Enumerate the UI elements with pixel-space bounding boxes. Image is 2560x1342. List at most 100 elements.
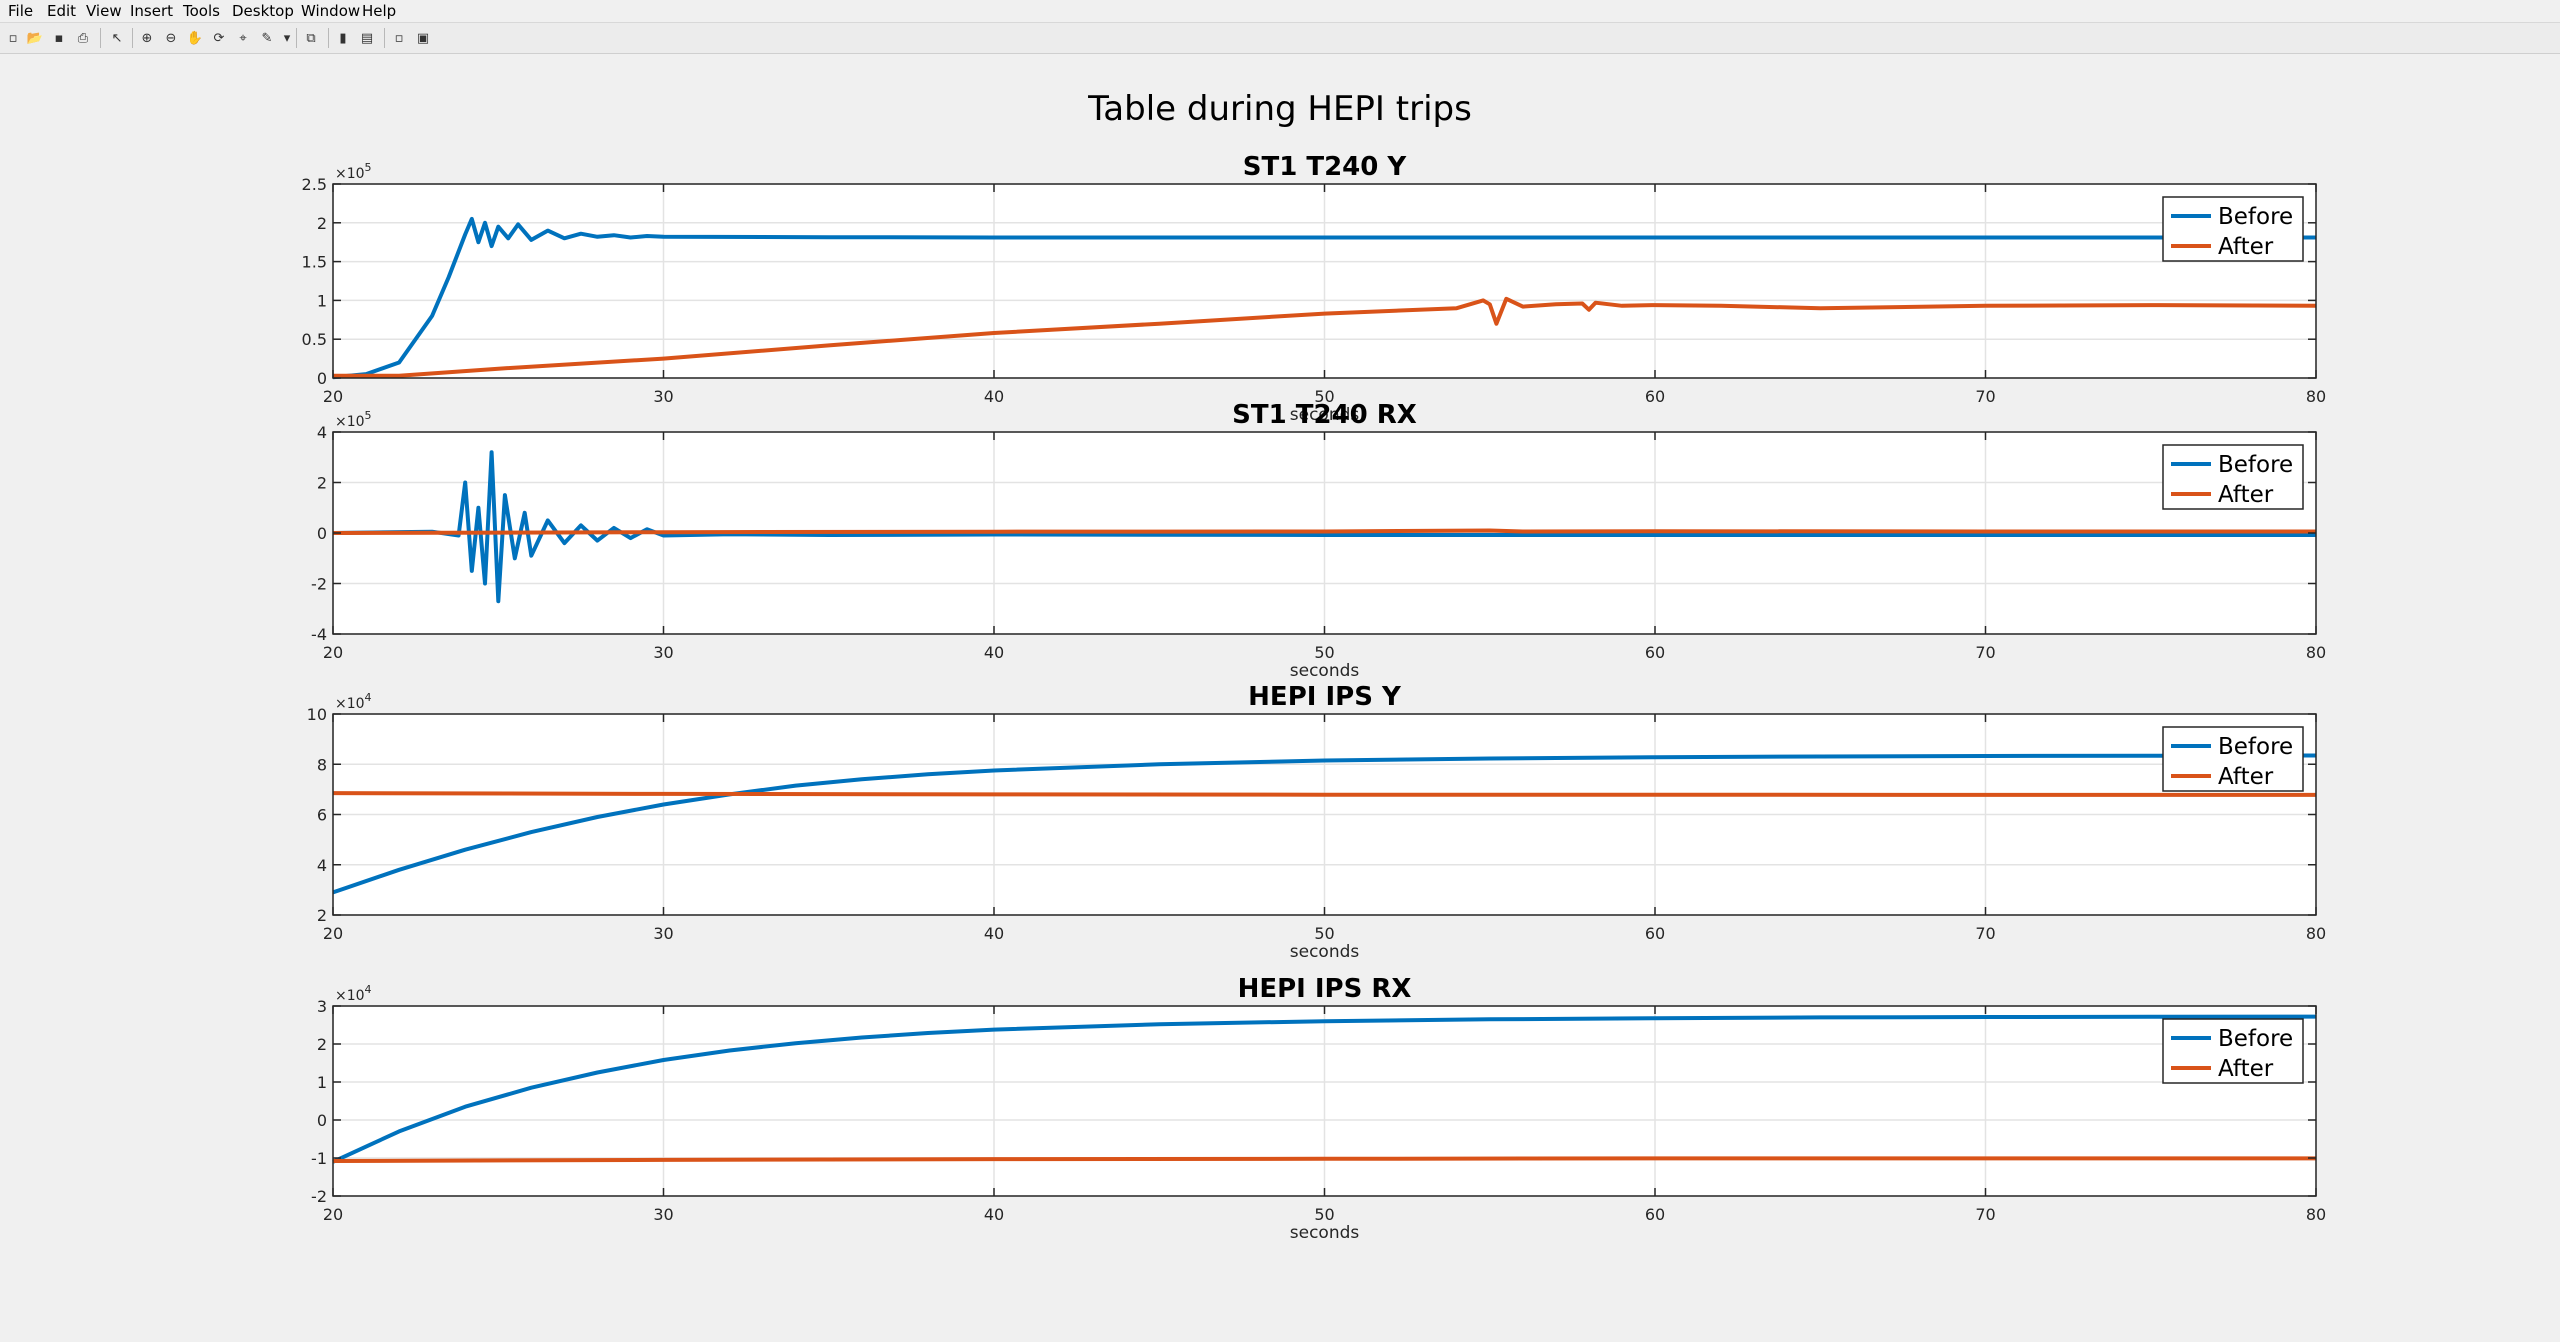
figure-canvas: Table during HEPI trips 20 30 40 50 60 70 80 0 0.… (0, 54, 2560, 1338)
series-line-before (332, 1014, 2317, 1164)
series-line-after (332, 791, 2316, 797)
series-line-after (333, 296, 2317, 378)
y-tick-label: 2.5 (302, 175, 327, 194)
legend-box (2162, 444, 2304, 510)
legend: Before After (2162, 196, 2304, 262)
series-line-after (332, 1156, 2316, 1163)
brush-icon[interactable]: ✎ (261, 30, 273, 46)
x-tick-label: 50 (1314, 643, 1334, 662)
y-exponent-label: ×104 (335, 983, 372, 1004)
x-tick-label: 50 (1314, 1205, 1334, 1224)
legend-label-after: After (2218, 764, 2274, 790)
y-tick-label: 1 (317, 1073, 327, 1092)
menu-tools[interactable]: Tools (183, 2, 220, 20)
y-tick-label: 1 (317, 291, 327, 310)
x-tick-label: 80 (2306, 643, 2326, 662)
menu-desktop[interactable]: Desktop (232, 2, 294, 20)
edit-plot-icon[interactable]: ↖ (111, 30, 123, 46)
legend-label-after: After (2218, 234, 2274, 260)
toolbar-separator (132, 28, 133, 48)
x-tick-label: 70 (1975, 1205, 1995, 1224)
y-tick-label: -2 (311, 1187, 327, 1206)
save-icon[interactable]: ▪ (54, 30, 64, 46)
hide-plot-tools-icon[interactable]: ▫ (394, 30, 404, 46)
y-tick-label: 0 (317, 369, 327, 388)
toolbar-separator (100, 28, 101, 48)
legend-label-after: After (2218, 482, 2274, 508)
y-exponent-value: 5 (365, 409, 372, 422)
y-exponent-value: 4 (365, 691, 372, 704)
menu-edit[interactable]: Edit (47, 2, 77, 20)
pan-icon[interactable]: ✋ (186, 30, 204, 46)
open-file-icon[interactable]: 📂 (26, 30, 44, 46)
legend-icon[interactable]: ▤ (360, 30, 374, 46)
x-axis-label: seconds (1290, 942, 1360, 962)
y-tick-label: 2 (317, 214, 327, 233)
x-tick-label: 40 (984, 643, 1004, 662)
show-plot-tools-icon[interactable]: ▣ (416, 30, 430, 46)
legend-box (2162, 726, 2304, 792)
subplot-title: HEPI IPS RX (1238, 974, 1412, 1004)
y-tick-label: 3 (317, 997, 327, 1016)
toolbar-separator (296, 28, 297, 48)
y-tick-label: 4 (317, 856, 327, 875)
x-tick-label: 30 (653, 1205, 673, 1224)
legend-label-before: Before (2218, 452, 2293, 478)
new-figure-icon[interactable]: ▫ (8, 30, 18, 46)
y-tick-label: 4 (317, 423, 327, 442)
link-plot-icon[interactable]: ⧉ (306, 30, 316, 46)
legend-label-before: Before (2218, 734, 2293, 760)
y-tick-label: -4 (311, 625, 327, 644)
x-tick-label: 40 (984, 1205, 1004, 1224)
subplot-title: ST1 T240 RX (1232, 400, 1417, 430)
x-axis-label: seconds (1290, 661, 1360, 681)
x-tick-label: 70 (1975, 924, 1995, 943)
brush-dropdown-icon[interactable]: ▾ (283, 30, 291, 46)
legend: Before After (2162, 444, 2304, 510)
subplot-title: HEPI IPS Y (1248, 682, 1402, 712)
colorbar-icon[interactable]: ▮ (339, 30, 347, 46)
x-tick-label: 30 (653, 387, 673, 406)
series-line-before (332, 216, 2316, 380)
y-tick-label: 6 (317, 806, 327, 825)
zoom-out-icon[interactable]: ⊖ (165, 30, 177, 46)
legend-box (2162, 1018, 2304, 1084)
x-tick-label: 20 (323, 924, 343, 943)
x-tick-label: 40 (984, 387, 1004, 406)
subplot-4: 20 30 40 50 60 70 80 -2 -1 0 1 2 3 ×104 HEPI IPS RX sec… (311, 974, 2326, 1243)
x-tick-label: 50 (1314, 387, 1334, 406)
y-exponent-label: ×105 (335, 409, 372, 430)
toolbar: ▫ 📂 ▪ ⎙ ↖ ⊕ ⊖ ✋ ⟳ ⌖ ✎ ▾ ⧉ ▮ ▤ ▫ ▣ (0, 23, 2560, 54)
subplot-3: 20 30 40 50 60 70 80 2 4 6 8 10 ×104 HEPI IPS Y second… (307, 682, 2327, 962)
y-tick-label: 2 (317, 474, 327, 493)
zoom-in-icon[interactable]: ⊕ (141, 30, 153, 46)
toolbar-separator (384, 28, 385, 48)
rotate-icon[interactable]: ⟳ (213, 30, 225, 46)
menu-window[interactable]: Window (301, 2, 361, 20)
x-tick-label: 80 (2306, 387, 2326, 406)
y-exponent-label: ×105 (335, 161, 372, 182)
y-tick-label: 8 (317, 755, 327, 774)
x-tick-label: 70 (1975, 643, 1995, 662)
menu-file[interactable]: File (8, 2, 34, 20)
legend: Before After (2162, 726, 2304, 792)
menu-view[interactable]: View (86, 2, 122, 20)
y-tick-label: 2 (317, 906, 327, 925)
x-tick-label: 80 (2306, 1205, 2326, 1224)
data-cursor-icon[interactable]: ⌖ (239, 30, 247, 46)
x-tick-label: 30 (653, 643, 673, 662)
x-tick-label: 60 (1645, 387, 1665, 406)
menu-help[interactable]: Help (362, 2, 397, 20)
print-icon[interactable]: ⎙ (77, 30, 89, 46)
x-tick-label: 80 (2306, 924, 2326, 943)
series-line-before (332, 753, 2317, 895)
x-tick-label: 20 (323, 1205, 343, 1224)
legend: Before After (2162, 1018, 2304, 1084)
menu-insert[interactable]: Insert (130, 2, 174, 20)
x-tick-label: 30 (653, 924, 673, 943)
legend-box (2162, 196, 2304, 262)
legend-label-after: After (2218, 1056, 2274, 1082)
y-exponent-value: 4 (365, 983, 372, 996)
y-exponent-value: 5 (365, 161, 372, 174)
y-tick-label: 0.5 (302, 330, 327, 349)
